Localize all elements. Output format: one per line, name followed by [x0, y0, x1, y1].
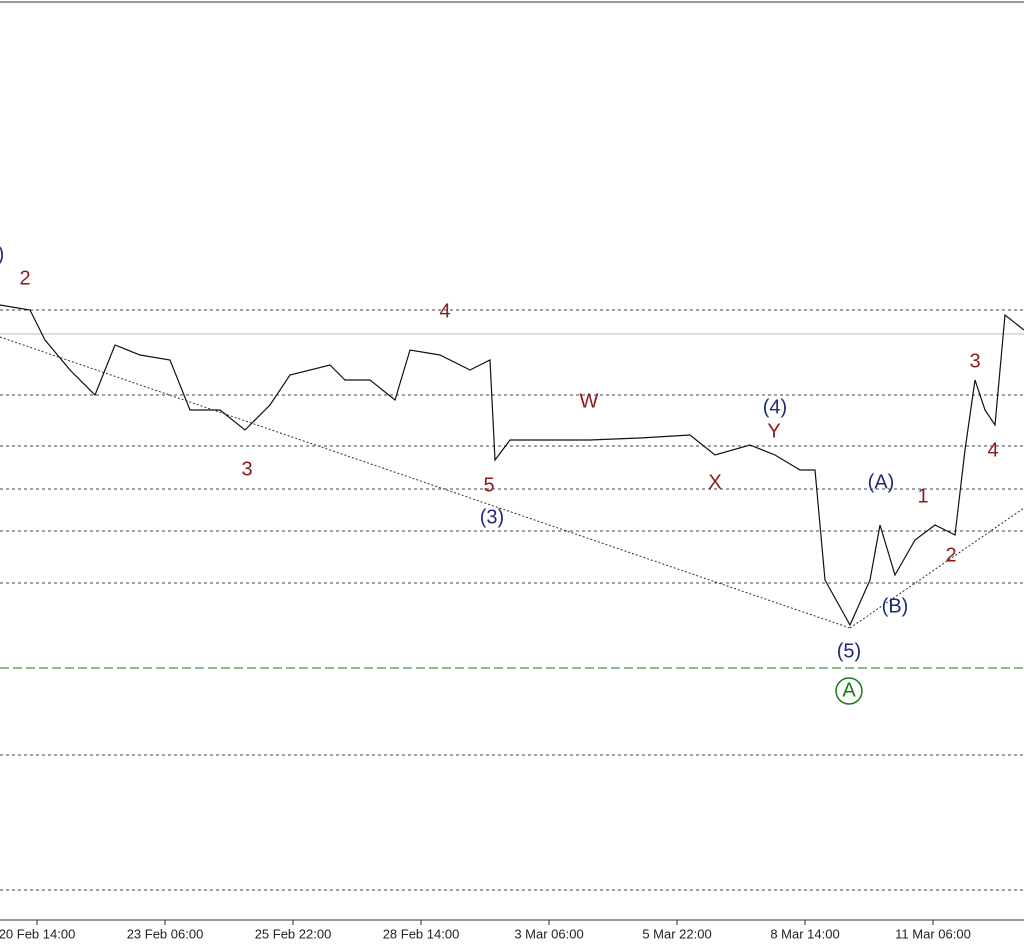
- wave-label: (3): [480, 506, 504, 528]
- wave-label: 4: [987, 439, 998, 461]
- x-tick-label: 28 Feb 14:00: [383, 926, 460, 941]
- wave-label: 2: [945, 544, 956, 566]
- wave-label: X: [708, 471, 721, 493]
- x-tick-label: 20 Feb 14:00: [0, 926, 75, 941]
- x-tick-label: 3 Mar 06:00: [514, 926, 583, 941]
- x-tick-label: 8 Mar 14:00: [770, 926, 839, 941]
- wave-label: Y: [767, 420, 780, 442]
- wave-label: (5): [837, 640, 861, 662]
- wave-label: W: [580, 390, 599, 412]
- wave-label: 4: [439, 300, 450, 322]
- wave-label: 3: [241, 458, 252, 480]
- x-tick-label: 11 Mar 06:00: [895, 926, 971, 941]
- wave-label: (2): [0, 243, 4, 265]
- wave-label: (4): [763, 396, 787, 418]
- x-tick-label: 23 Feb 06:00: [127, 926, 204, 941]
- wave-label: 1: [917, 485, 928, 507]
- trend-line: [849, 507, 1024, 629]
- price-line: [0, 304, 1024, 627]
- wave-label: (A): [868, 471, 895, 493]
- wave-label: 2: [19, 267, 30, 289]
- wave-label: A: [842, 679, 856, 701]
- x-tick-label: 5 Mar 22:00: [642, 926, 711, 941]
- wave-label: 3: [969, 350, 980, 372]
- wave-label: 5: [483, 474, 494, 496]
- x-tick-label: 25 Feb 22:00: [255, 926, 332, 941]
- wave-circle: [835, 677, 863, 705]
- trend-line: [0, 336, 851, 629]
- wave-label: (B): [882, 595, 909, 617]
